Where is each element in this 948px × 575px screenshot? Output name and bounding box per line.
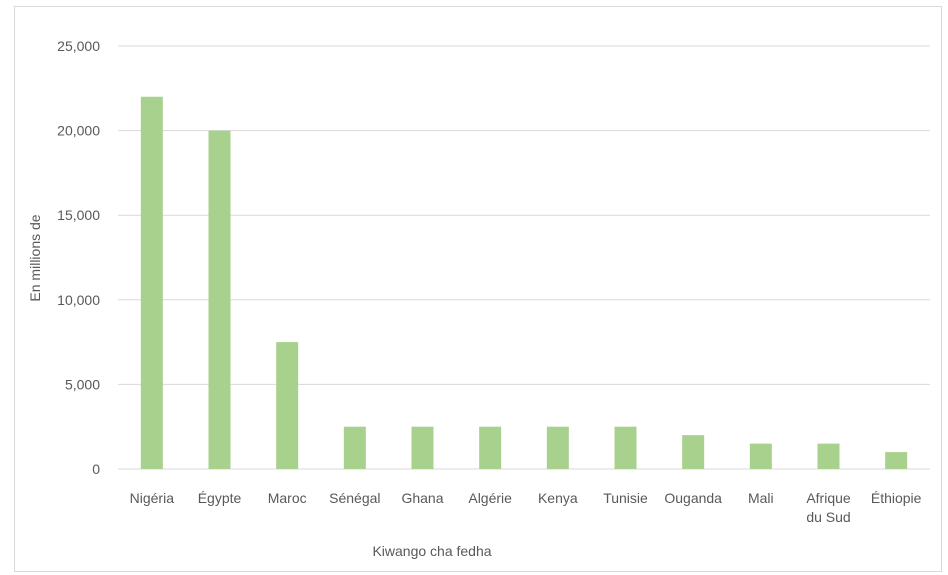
gridlines	[118, 45, 930, 470]
y-tick-label: 0	[92, 461, 100, 477]
y-tick-label: 25,000	[57, 38, 100, 54]
x-tick-label: Ouganda	[664, 490, 722, 506]
y-tick-label: 10,000	[57, 292, 100, 308]
x-tick-label: Ghana	[401, 490, 443, 506]
x-tick-label: Maroc	[268, 490, 307, 506]
bar	[208, 130, 231, 469]
y-tick-labels: 0 5,000 10,000 15,000 20,000 25,000	[57, 38, 100, 477]
chart-frame	[14, 6, 942, 572]
bar	[140, 96, 163, 469]
bar	[276, 342, 299, 469]
x-tick-label: Algérie	[468, 490, 512, 506]
x-tick-label: Kenya	[538, 490, 578, 506]
x-axis-title: Kiwango cha fedha	[372, 543, 491, 559]
y-tick-label: 20,000	[57, 123, 100, 139]
x-tick-labels: Nigéria Égypte Maroc Sénégal Ghana Algérie Ken…	[130, 490, 922, 525]
bar	[749, 443, 772, 469]
bar	[546, 426, 569, 469]
bars	[140, 96, 908, 469]
y-axis-title: En millions de	[27, 214, 43, 301]
x-tick-label: Tunisie	[603, 490, 648, 506]
x-tick-label: Éthiopie	[871, 490, 922, 506]
bar	[682, 435, 705, 469]
bar	[817, 443, 840, 469]
bar	[479, 426, 502, 469]
x-tick-label: Sénégal	[329, 490, 380, 506]
bar	[614, 426, 637, 469]
x-tick-label: Mali	[748, 490, 774, 506]
x-tick-label: Nigéria	[130, 490, 175, 506]
bar	[885, 452, 908, 469]
bar	[411, 426, 434, 469]
bar	[343, 426, 366, 469]
y-tick-label: 15,000	[57, 207, 100, 223]
y-tick-label: 5,000	[65, 376, 100, 392]
x-tick-label: Égypte	[198, 490, 242, 506]
x-tick-label: Afrique du Sud	[806, 490, 851, 525]
